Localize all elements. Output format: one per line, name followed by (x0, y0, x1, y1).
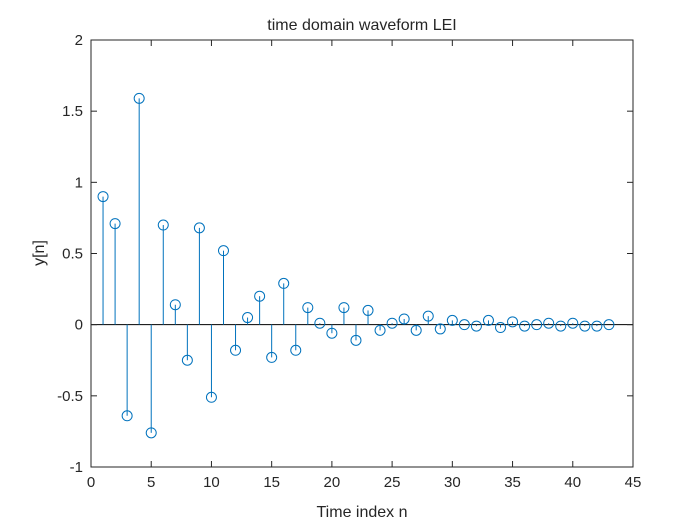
x-tick-label: 30 (444, 474, 461, 491)
data-point (422, 310, 434, 322)
y-tick-label: 0.5 (62, 246, 83, 263)
x-tick-label: 15 (263, 474, 280, 491)
tick-labels: 0 5 10 15 20 25 30 35 40 45 -1 -0.5 0 0.5 1 1.5 2 (57, 32, 641, 491)
data-point (591, 320, 603, 332)
data-point (434, 323, 446, 335)
x-tick-label: 0 (87, 474, 95, 491)
axis-ticks (90, 39, 634, 468)
data-point (531, 319, 543, 331)
axes-background (91, 40, 633, 467)
data-point (470, 320, 482, 332)
data-point (97, 191, 109, 203)
data-point (507, 316, 519, 328)
data-point (217, 245, 229, 257)
x-tick-label: 5 (147, 474, 155, 491)
data-point (326, 327, 338, 339)
data-point (193, 222, 205, 234)
data-point (121, 410, 133, 422)
data-point (398, 313, 410, 325)
y-tick-label: -0.5 (57, 388, 83, 405)
y-tick-label: 1.5 (62, 103, 83, 120)
x-axis-label: Time index n (317, 504, 408, 521)
data-point (579, 320, 591, 332)
data-point (169, 299, 181, 311)
data-point (446, 314, 458, 326)
data-point (410, 324, 422, 336)
data-point (482, 314, 494, 326)
data-point (254, 290, 266, 302)
y-tick-label: 0 (75, 317, 83, 334)
data-point (133, 92, 145, 104)
data-point (278, 277, 290, 289)
data-point (386, 317, 398, 329)
data-point (290, 344, 302, 356)
data-point (555, 320, 567, 332)
data-point (145, 427, 157, 439)
data-point (374, 324, 386, 336)
data-point (205, 391, 217, 403)
x-tick-label: 35 (504, 474, 521, 491)
data-point (266, 351, 278, 363)
plot-area (91, 40, 633, 467)
data-point (242, 312, 254, 324)
y-tick-label: 1 (75, 174, 83, 191)
data-point (543, 317, 555, 329)
data-point (302, 302, 314, 314)
x-tick-label: 20 (324, 474, 341, 491)
chart-title: time domain waveform LEI (267, 17, 456, 34)
stem-markers (97, 92, 615, 439)
y-tick-label: -1 (70, 459, 83, 476)
data-point (567, 317, 579, 329)
data-point (181, 354, 193, 366)
stem-series (102, 98, 598, 433)
data-point (157, 219, 169, 231)
data-point (350, 334, 362, 346)
y-tick-label: 2 (75, 32, 83, 49)
data-point (338, 302, 350, 314)
x-tick-label: 45 (625, 474, 642, 491)
data-point (519, 320, 531, 332)
data-point (314, 317, 326, 329)
x-tick-label: 40 (564, 474, 581, 491)
data-point (458, 319, 470, 331)
data-point (603, 319, 615, 331)
data-point (495, 322, 507, 334)
data-point (230, 344, 242, 356)
x-tick-label: 25 (384, 474, 401, 491)
data-point (109, 218, 121, 230)
x-tick-label: 10 (203, 474, 220, 491)
data-point (362, 304, 374, 316)
y-axis-label: y[n] (31, 240, 48, 266)
